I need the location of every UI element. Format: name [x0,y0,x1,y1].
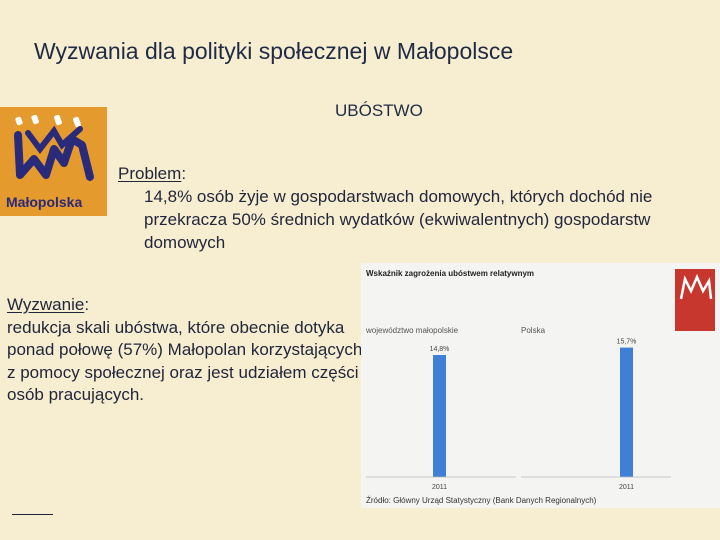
poverty-chart-svg: Wskaźnik zagrożenia ubóstwem relatywnym w… [365,269,715,505]
slide-subtitle: UBÓSTWO [335,101,423,120]
challenge-colon: : [84,295,90,314]
malopolska-logo: Małopolska [0,107,107,216]
problem-paragraph: Problem: 14,8% osób żyje w gospodarstwac… [118,162,678,254]
challenge-text: redukcja skali ubóstwa, które obecnie do… [7,317,363,405]
chart-data-label: 15,7% [617,339,637,346]
logo-text: Małopolska [6,194,83,210]
problem-label: Problem [118,164,182,183]
chart-panel-label: Polska [521,326,546,335]
problem-colon: : [181,164,187,183]
chart-panel-label: województwo małopolskie [365,326,459,335]
chart-source: Źródło: Główny Urząd Statystyczny (Bank … [366,496,597,505]
challenge-paragraph: Wyzwanie: redukcja skali ubóstwa, które … [7,294,367,407]
chart-bar [620,347,633,477]
chart-badge [675,269,715,331]
slide-title: Wyzwania dla polityki społecznej w Małop… [34,38,514,64]
chart-x-tick-label: 2011 [619,484,634,491]
chart-x-tick-label: 2011 [432,484,447,491]
malopolska-emblem-icon [14,115,94,181]
chart-title: Wskaźnik zagrożenia ubóstwem relatywnym [366,269,534,278]
chart-badge-emblem-icon [679,273,713,300]
challenge-label: Wyzwanie [7,295,85,314]
chart-bar [433,355,446,477]
poverty-chart: Wskaźnik zagrożenia ubóstwem relatywnym w… [361,263,720,508]
chart-data-label: 14,8% [430,346,450,353]
footer-line [12,514,53,515]
problem-text: 14,8% osób żyje w gospodarstwach domowyc… [144,187,653,252]
